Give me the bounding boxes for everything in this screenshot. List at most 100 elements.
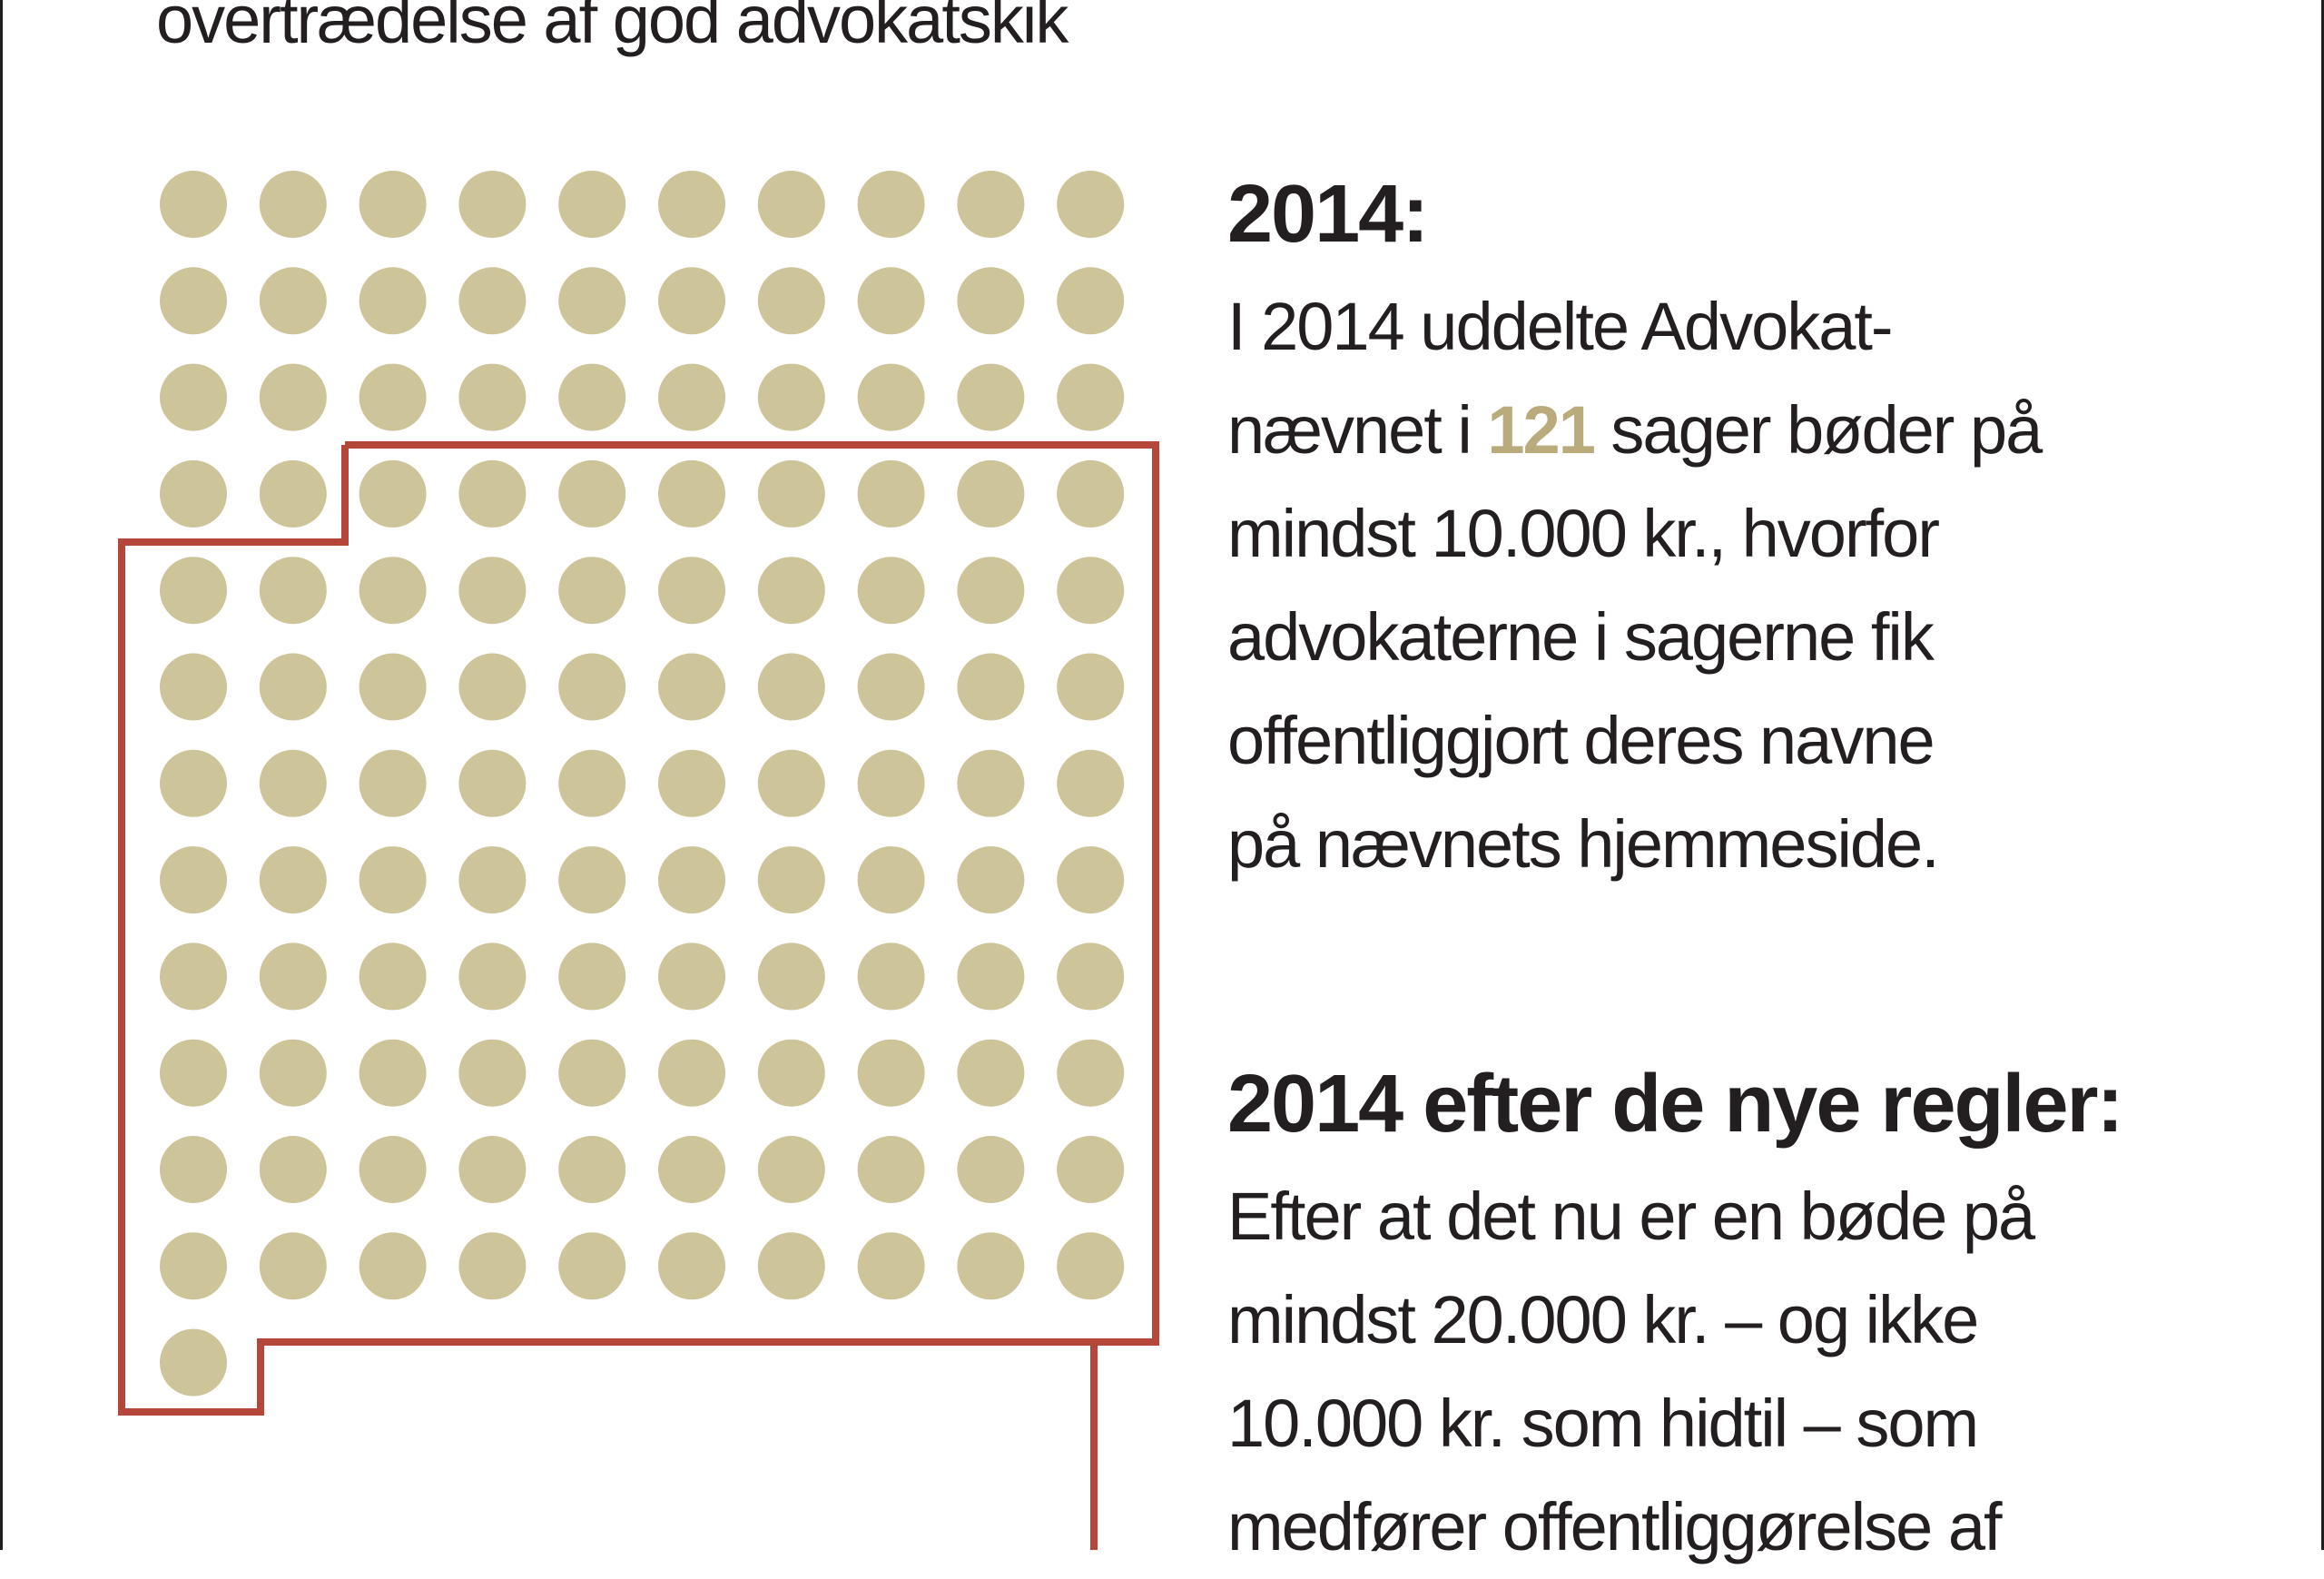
dot-highlighted (857, 557, 925, 625)
dot (359, 267, 427, 335)
dot-highlighted (259, 1039, 327, 1107)
dot-highlighted (757, 653, 825, 721)
dot-highlighted (160, 1039, 227, 1107)
dot-highlighted (857, 942, 925, 1011)
dot-highlighted (658, 1039, 725, 1107)
dot-highlighted (658, 1136, 725, 1203)
dot-highlighted (558, 557, 626, 625)
dot-highlighted (1057, 1136, 1125, 1203)
dot (558, 459, 626, 528)
dot (259, 459, 327, 528)
dot-highlighted (857, 1232, 925, 1300)
body-new-rules-line-1: Efter at det nu er en bøde på (1227, 1179, 2035, 1254)
dot (458, 363, 527, 431)
dot-highlighted (757, 846, 825, 914)
dot-highlighted (160, 1328, 227, 1396)
dot-highlighted (957, 942, 1025, 1011)
dot (757, 171, 825, 238)
dot (757, 459, 825, 528)
subtitle: overtrædelse af god advokatskik (156, 0, 1068, 57)
dot (259, 171, 327, 238)
dot (558, 267, 626, 335)
dot (957, 267, 1025, 335)
dot (857, 267, 925, 335)
dot (658, 363, 725, 431)
dot-highlighted (160, 557, 227, 625)
dot-highlighted (957, 749, 1025, 817)
dot (1057, 171, 1125, 238)
dot-highlighted (458, 1039, 527, 1107)
dot (160, 267, 227, 335)
dot-highlighted (857, 846, 925, 914)
dot (957, 459, 1025, 528)
dot-highlighted (757, 1039, 825, 1107)
dot-highlighted (1057, 653, 1125, 721)
dot-highlighted (857, 749, 925, 817)
dot-highlighted (359, 1232, 427, 1300)
dot-highlighted (658, 1232, 725, 1300)
dot-highlighted (359, 1136, 427, 1203)
dot-highlighted (1057, 557, 1125, 625)
heading-2014: 2014: (1227, 169, 1429, 260)
body-2014: I 2014 uddelte Advokat- nævnet i 121 sag… (1227, 275, 2299, 896)
dot-highlighted (259, 1232, 327, 1300)
dot-highlighted (458, 1232, 527, 1300)
body-2014-line-5: offentliggjort deres navne (1227, 703, 1935, 778)
dot (957, 171, 1025, 238)
body-2014-line-3: mindst 10.000 kr., hvorfor (1227, 496, 1940, 571)
body-2014-line-2-end: sager bøder på (1593, 392, 2043, 468)
dot-highlighted (160, 1136, 227, 1203)
body-new-rules-line-3: 10.000 kr. som hidtil – som (1227, 1386, 1979, 1461)
dot-highlighted (359, 846, 427, 914)
dot (857, 363, 925, 431)
body-2014-line-4: advokaterne i sagerne fik (1227, 599, 1935, 675)
highlight-number-121: 121 (1487, 392, 1595, 468)
dot-highlighted (957, 557, 1025, 625)
dot-highlighted (259, 653, 327, 721)
dot-highlighted (957, 653, 1025, 721)
body-2014-line-6: på nævnets hjemmeside. (1227, 806, 1940, 882)
dot-highlighted (658, 749, 725, 817)
dot-highlighted (957, 1232, 1025, 1300)
dot-highlighted (1057, 1232, 1125, 1300)
dot-highlighted (658, 653, 725, 721)
dot-highlighted (458, 749, 527, 817)
dot-highlighted (957, 846, 1025, 914)
dot-highlighted (957, 1136, 1025, 1203)
dot-highlighted (259, 1136, 327, 1203)
body-2014-line-2: nævnet i 121 sager bøder på (1227, 379, 2299, 482)
dot-highlighted (458, 557, 527, 625)
body-2014-line-2-start: nævnet i (1227, 392, 1488, 468)
dot (1057, 267, 1125, 335)
dot-highlighted (558, 653, 626, 721)
dot-highlighted (857, 653, 925, 721)
dot-highlighted (160, 1232, 227, 1300)
dot (1057, 459, 1125, 528)
dot (359, 363, 427, 431)
dot-highlighted (160, 749, 227, 817)
frame-left-border (0, 0, 3, 1550)
dot-highlighted (160, 653, 227, 721)
body-new-rules-line-4: medfører offentliggørelse af (1227, 1489, 2003, 1564)
dot-highlighted (558, 749, 626, 817)
dot-highlighted (558, 846, 626, 914)
dot-highlighted (558, 1039, 626, 1107)
dot-highlighted (558, 942, 626, 1011)
dot (458, 171, 527, 238)
dot-highlighted (558, 1232, 626, 1300)
dot-highlighted (857, 1039, 925, 1107)
dot (458, 459, 527, 528)
dot-highlighted (558, 1136, 626, 1203)
dot (160, 171, 227, 238)
dot (1057, 363, 1125, 431)
dot (259, 363, 327, 431)
dot-highlighted (658, 942, 725, 1011)
dot-highlighted (359, 749, 427, 817)
dot-highlighted (757, 1136, 825, 1203)
dot-highlighted (458, 653, 527, 721)
dot (658, 171, 725, 238)
dot (458, 267, 527, 335)
dot (957, 363, 1025, 431)
dot-highlighted (458, 1136, 527, 1203)
